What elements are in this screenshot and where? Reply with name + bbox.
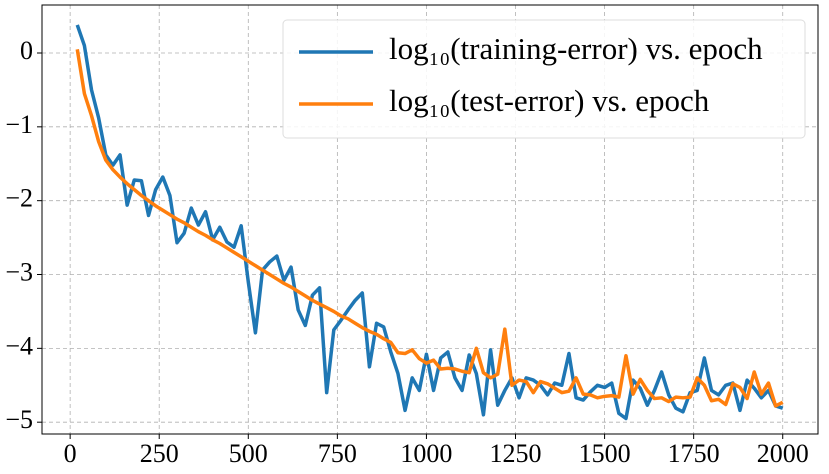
x-tick-label: 500 (229, 439, 268, 468)
y-tick-label: −1 (5, 110, 33, 139)
x-tick-label: 750 (318, 439, 357, 468)
legend-box (282, 19, 806, 139)
x-tick-label: 1250 (490, 439, 542, 468)
y-tick-label: 0 (20, 36, 33, 65)
y-tick-label: −3 (5, 257, 33, 286)
x-tick-label: 0 (64, 439, 77, 468)
legend-label: log₁₀(training-error) vs. epoch (389, 31, 763, 66)
y-tick-label: −4 (5, 331, 33, 360)
legend-label: log₁₀(test-error) vs. epoch (389, 83, 710, 118)
x-tick-label: 1750 (668, 439, 720, 468)
x-tick-label: 2000 (757, 439, 809, 468)
y-tick-label: −5 (5, 405, 33, 434)
plot-frame (41, 4, 819, 435)
y-tick-label: −2 (5, 184, 33, 213)
x-tick-label: 250 (140, 439, 179, 468)
x-tick-label: 1000 (400, 439, 452, 468)
series-line (75, 24, 784, 421)
x-tick-label: 1500 (579, 439, 631, 468)
series-line (75, 49, 784, 408)
